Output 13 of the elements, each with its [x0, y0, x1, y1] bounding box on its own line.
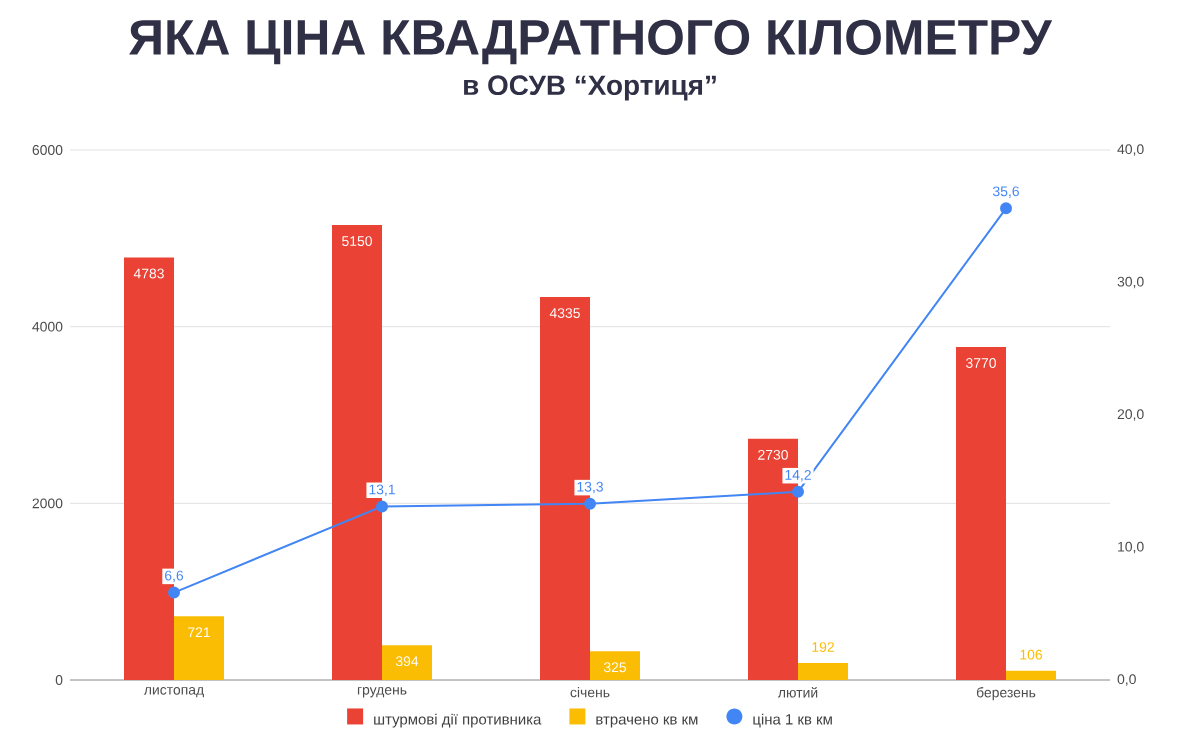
bar	[590, 651, 641, 680]
point	[1000, 202, 1012, 215]
bar	[798, 663, 849, 680]
point	[792, 485, 804, 498]
point	[584, 497, 596, 510]
point	[168, 586, 180, 599]
bar	[382, 645, 433, 680]
bar	[1006, 670, 1057, 680]
bar	[174, 616, 224, 680]
point	[376, 500, 388, 513]
chart-title: ЯКА ЦІНА КВАДРАТНОГО КІЛОМЕТРУ	[129, 19, 1053, 65]
bar	[956, 346, 1007, 680]
chart-subtitle: в ОСУВ “Хортиця”	[464, 75, 716, 101]
